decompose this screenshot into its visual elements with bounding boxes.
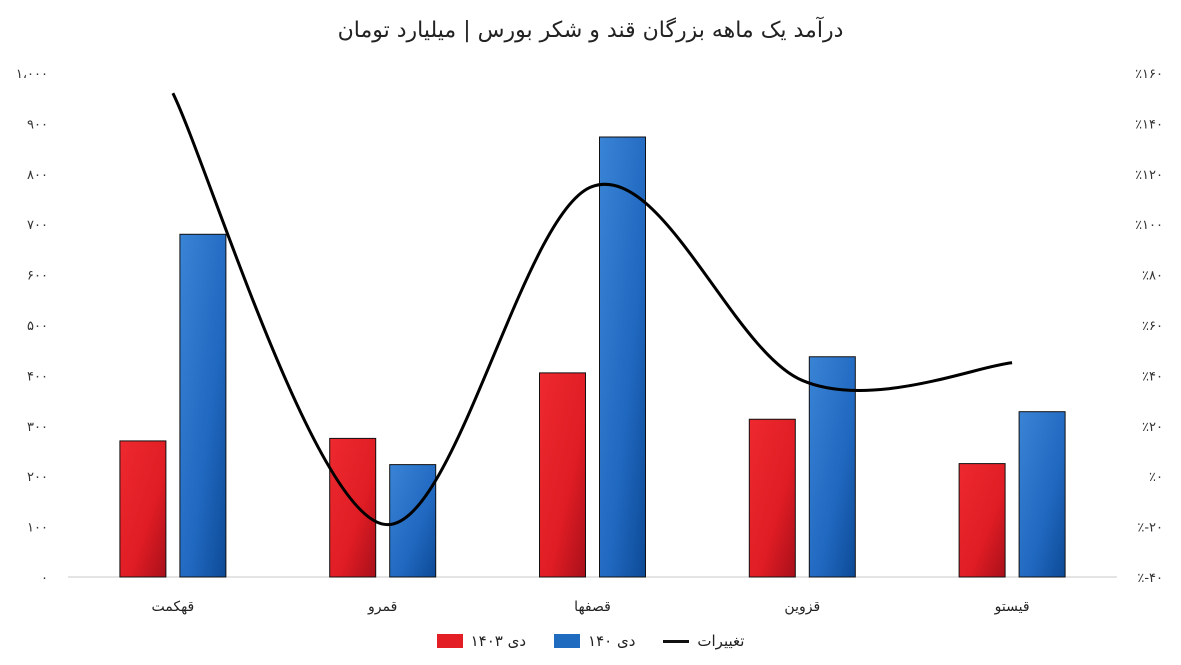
bar-dey-1403 [329,437,377,578]
category-label: قصفها [574,599,611,615]
left-tick-label: ۱۰۰ [27,521,48,536]
category-label: قزوین [784,599,820,615]
legend-swatch-blue [554,634,581,648]
chart-title: درآمد یک ماهه بزرگان قند و شکر بورس | می… [337,18,844,43]
right-tick-label: ٪۶۰ [1142,319,1163,334]
bar-dey-140 [179,233,227,578]
right-tick-label: ٪۱۴۰ [1135,117,1163,132]
category-label: قهکمت [152,599,195,615]
legend-item-red: دی ۱۴۰۳ [436,632,527,650]
left-axis: ۰ ۱۰۰ ۲۰۰ ۳۰۰ ۴۰۰ ۵۰۰ ۶۰۰ ۷۰۰ ۸۰۰ ۹۰۰ ۱،۰۰۰ [16,67,48,586]
bar-dey-1403 [958,463,1006,578]
legend-label-line: تغییرات [697,632,745,650]
legend-swatch-red [436,634,463,648]
legend-label-blue: دی ۱۴۰ [588,632,636,650]
left-tick-label: ۰ [41,571,48,586]
change-line-layer [171,92,1013,526]
legend: دی ۱۴۰۳ دی ۱۴۰ تغییرات [0,632,1181,650]
left-tick-label: ۱،۰۰۰ [16,67,48,82]
legend-item-blue: دی ۱۴۰ [554,632,635,650]
right-tick-label: ٪۱۲۰ [1135,168,1163,183]
right-tick-label: ٪۱۰۰ [1135,218,1163,233]
legend-label-red: دی ۱۴۰۳ [470,632,527,650]
bar-dey-140 [599,136,646,578]
left-tick-label: ۸۰۰ [27,168,48,183]
left-tick-label: ۲۰۰ [27,470,48,485]
bar-dey-1403 [119,440,167,578]
right-tick-label: ٪۰ [1149,470,1163,485]
right-tick-label: ٪۱۶۰ [1135,67,1163,82]
right-tick-label: ٪-۴۰ [1137,571,1163,586]
category-label: قیستو [994,599,1030,615]
left-tick-label: ۹۰۰ [27,117,48,132]
right-axis: ٪-۴۰ ٪-۲۰ ٪۰ ٪۲۰ ٪۴۰ ٪۶۰ ٪۸۰ ٪۱۰۰ ٪۱۲۰ ٪۱۴۰ ٪۱۶۰ [1135,67,1163,586]
right-tick-label: ٪۴۰ [1142,369,1163,384]
bar-dey-140 [389,464,437,578]
left-tick-label: ۴۰۰ [27,369,48,384]
bar-dey-140 [1018,411,1066,578]
right-tick-label: ٪۲۰ [1142,420,1163,435]
legend-swatch-line [663,639,690,643]
right-tick-label: ٪-۲۰ [1137,521,1163,536]
change-line [171,92,1013,526]
category-labels: قهکمت قمرو قصفها قزوین قیستو [152,599,1030,615]
left-tick-label: ۵۰۰ [27,319,48,334]
bars [119,136,1066,578]
left-tick-label: ۷۰۰ [27,218,48,233]
legend-item-line: تغییرات [663,632,744,650]
left-tick-label: ۳۰۰ [27,420,48,435]
bar-dey-1403 [539,372,586,578]
bar-dey-140 [808,356,856,578]
category-label: قمرو [367,599,397,615]
right-tick-label: ٪۸۰ [1142,269,1163,284]
left-tick-label: ۶۰۰ [27,269,48,284]
bar-dey-1403 [748,418,796,578]
